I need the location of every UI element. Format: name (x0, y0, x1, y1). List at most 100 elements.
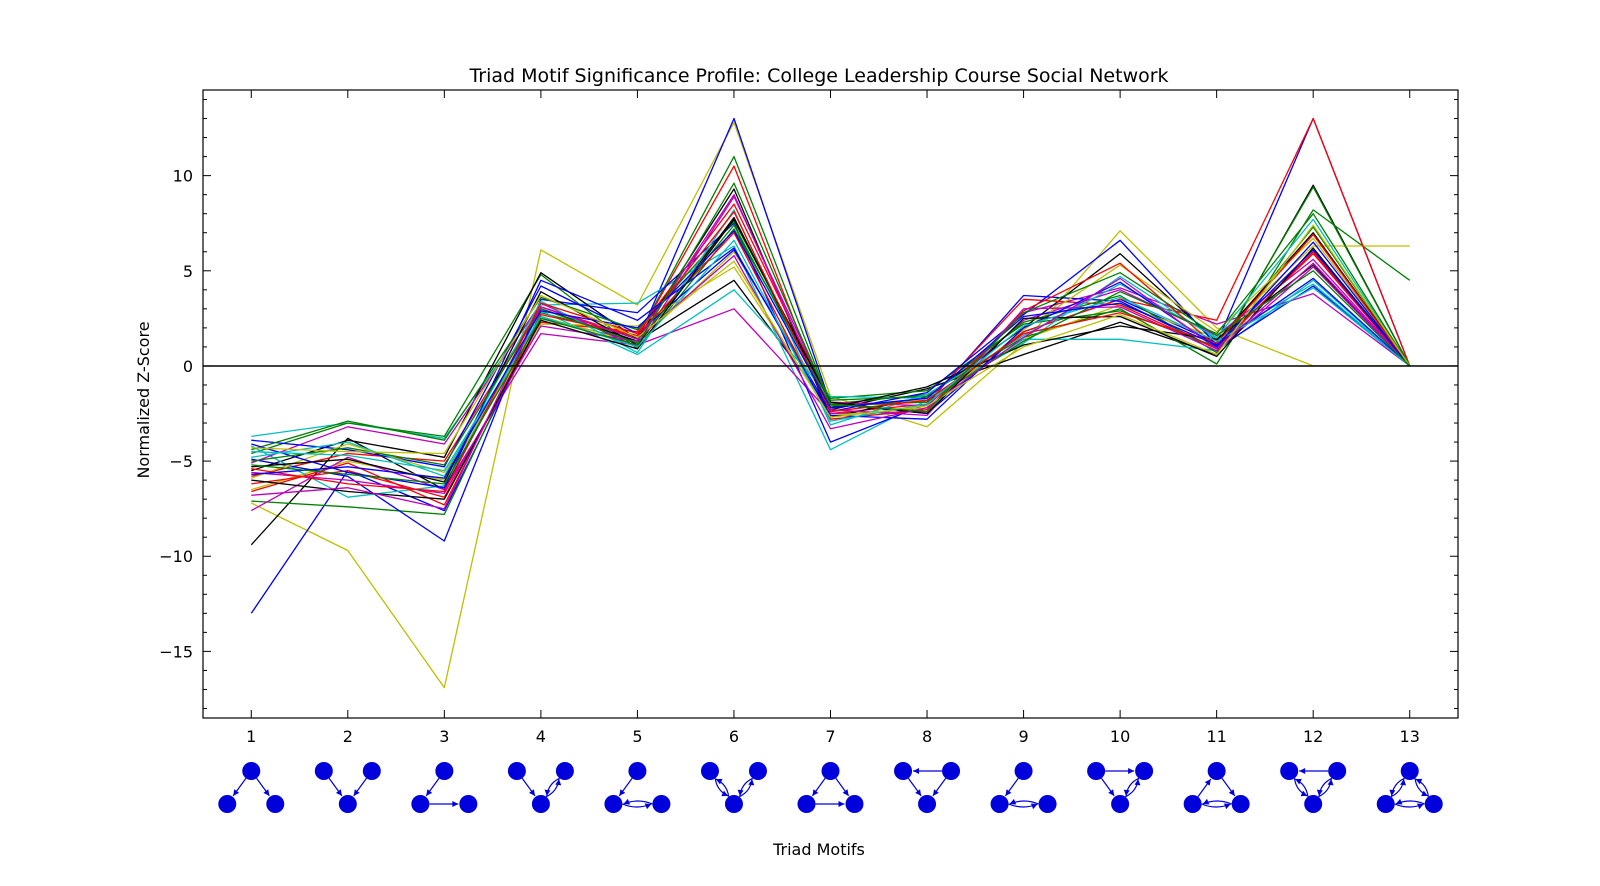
motif-edge (714, 778, 729, 797)
motif-node (1328, 762, 1347, 780)
motif-edge (256, 777, 270, 797)
motif-node (338, 795, 357, 813)
x-tick-label: 5 (632, 727, 642, 746)
triad-motif-10-icon (1087, 762, 1154, 813)
motif-edge (1197, 778, 1212, 798)
motif-icons-row (218, 762, 1443, 813)
triad-motif-2-icon (314, 762, 381, 813)
series-line-24 (251, 218, 1411, 500)
motif-node (748, 762, 767, 780)
motif-node (266, 795, 285, 813)
motif-edge (1004, 777, 1019, 797)
motif-edge (1415, 778, 1430, 797)
series-line-21 (251, 194, 1411, 495)
motif-node (411, 795, 430, 813)
x-tick-label: 9 (1018, 727, 1028, 746)
x-tick-label: 3 (439, 727, 449, 746)
chart-title: Triad Motif Significance Profile: Colleg… (468, 65, 1168, 87)
motif-edge (811, 777, 826, 797)
motif-edge (932, 777, 947, 797)
x-axis-label: Triad Motifs (772, 840, 865, 859)
motif-node (652, 795, 671, 813)
motif-edge (353, 777, 367, 797)
triad-motif-13-icon (1376, 762, 1443, 813)
motif-node (1014, 762, 1033, 780)
motif-edge (521, 777, 536, 797)
motif-edge (1125, 779, 1139, 798)
x-tick-label: 11 (1206, 727, 1226, 746)
motif-edge (1201, 803, 1231, 808)
motif-node (218, 795, 237, 813)
motif-node (1183, 795, 1202, 813)
triad-motif-12-icon (1280, 762, 1347, 813)
motif-edge (1391, 777, 1405, 796)
triad-motif-3-icon (411, 762, 478, 813)
series-line-15 (251, 239, 1411, 468)
motif-edge (835, 777, 850, 797)
series-line-23 (251, 213, 1411, 466)
motif-node (797, 795, 816, 813)
triad-motif-1-icon (218, 762, 285, 813)
motif-node (942, 762, 961, 780)
motif-node (700, 762, 719, 780)
y-tick-label: −5 (169, 452, 193, 471)
motif-node (531, 795, 550, 813)
triad-motif-9-icon (990, 762, 1057, 813)
motif-edge (328, 777, 343, 797)
motif-node (459, 795, 478, 813)
motif-edge (1221, 777, 1236, 797)
motif-node (724, 795, 743, 813)
motif-node (242, 762, 261, 780)
y-tick-label: 0 (183, 357, 193, 376)
x-tick-label: 10 (1110, 727, 1130, 746)
motif-node (555, 762, 574, 780)
motif-edge (1293, 778, 1308, 797)
motif-edge (1008, 803, 1038, 808)
motif-edge (1414, 778, 1429, 797)
motif-edge (1394, 803, 1424, 808)
x-tick-label: 12 (1303, 727, 1323, 746)
motif-edge (715, 778, 730, 797)
triad-motif-7-icon (797, 762, 864, 813)
motif-edge (1395, 800, 1425, 805)
triad-motif-8-icon (894, 762, 961, 813)
motif-edge (425, 777, 440, 797)
x-tick-label: 7 (825, 727, 835, 746)
motif-node (1087, 762, 1106, 780)
series-line-20 (251, 209, 1411, 477)
motif-edge (1318, 777, 1333, 796)
y-tick-label: 5 (183, 262, 193, 281)
motif-node (362, 762, 381, 780)
y-tick-label: −10 (159, 547, 193, 566)
series-line-9 (251, 222, 1411, 542)
series-line-27 (251, 254, 1411, 510)
motif-node (894, 762, 913, 780)
motif-node (845, 795, 864, 813)
motif-edge (545, 779, 560, 798)
x-tick-label: 2 (343, 727, 353, 746)
x-tick-label: 4 (536, 727, 546, 746)
series-line-22 (251, 241, 1411, 489)
triad-motif-5-icon (604, 762, 671, 813)
motif-edge (1294, 778, 1309, 797)
motif-node (604, 795, 623, 813)
motif-node (1280, 762, 1299, 780)
motif-node (1400, 762, 1419, 780)
y-axis-label: Normalized Z-Score (134, 321, 153, 478)
triad-motif-6-icon (700, 762, 767, 813)
motif-node (1207, 762, 1226, 780)
x-tick-label: 13 (1400, 727, 1420, 746)
series-line-19 (251, 232, 1411, 506)
motif-node (1304, 795, 1323, 813)
motif-node (1038, 795, 1057, 813)
motif-edge (546, 777, 560, 796)
x-tick-label: 1 (246, 727, 256, 746)
motif-node (1111, 795, 1130, 813)
motif-node (628, 762, 647, 780)
motif-edge (1318, 779, 1332, 798)
series-line-17 (251, 186, 1411, 451)
motif-edge (1009, 800, 1039, 805)
